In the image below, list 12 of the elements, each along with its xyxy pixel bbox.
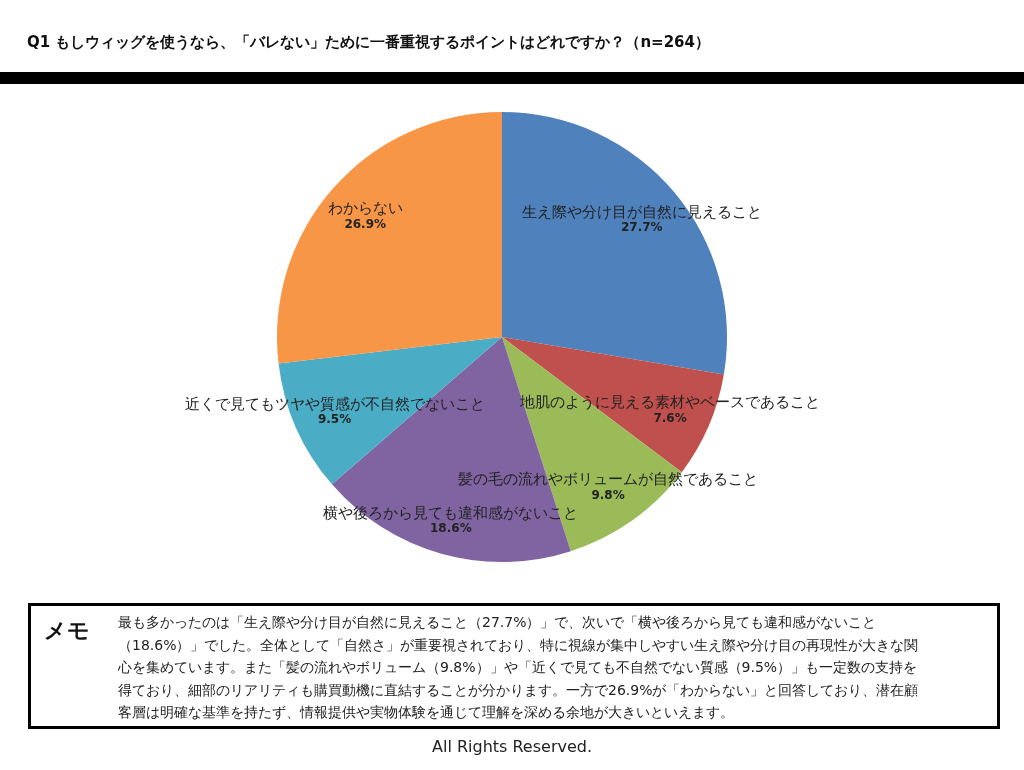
text: メモ <box>44 617 90 645</box>
slice-label: わからない <box>327 199 403 218</box>
data-label: 18.6% <box>430 521 472 536</box>
data-label: 26.9% <box>344 216 387 231</box>
text: All Rights Reserved. <box>431 736 593 758</box>
data-label: 9.5% <box>317 412 352 427</box>
text: 最も多かったのは「生え際や分け目が自然に見えること（27.7%）」で、次いで「横や後ろから見ても違和感がないこと（18.6%）」でした。全体として「自然さ」が重要視されており、特に視線が集中しやすい生え際や分け目の再現性が大きな関心を集めています。また「髪の流れやボリューム（9.8%）」や「近くで見ても不自然でない質感（9.5%）」も一定数の支持を得ており、細部のリアリティも購買動機に直結することが分かります。一方で26.9%が「わからない」と回答しており、潜在顧客層は明確な基準を持たず、情報提供や実物体験を通じて理解を深める余地が大きいといえます。 <box>118 613 920 723</box>
slice-label: 生え際や分け目が自然に見えること <box>521 202 762 221</box>
data-label: 27.7% <box>620 220 663 235</box>
data-label: 7.6% <box>653 410 687 425</box>
chart-title: Q1 もしウィッグを使うなら、「バレない」ために一番重視するポイントはどれですか？（n=264） <box>27 32 710 51</box>
data-label: 9.8% <box>591 487 625 502</box>
